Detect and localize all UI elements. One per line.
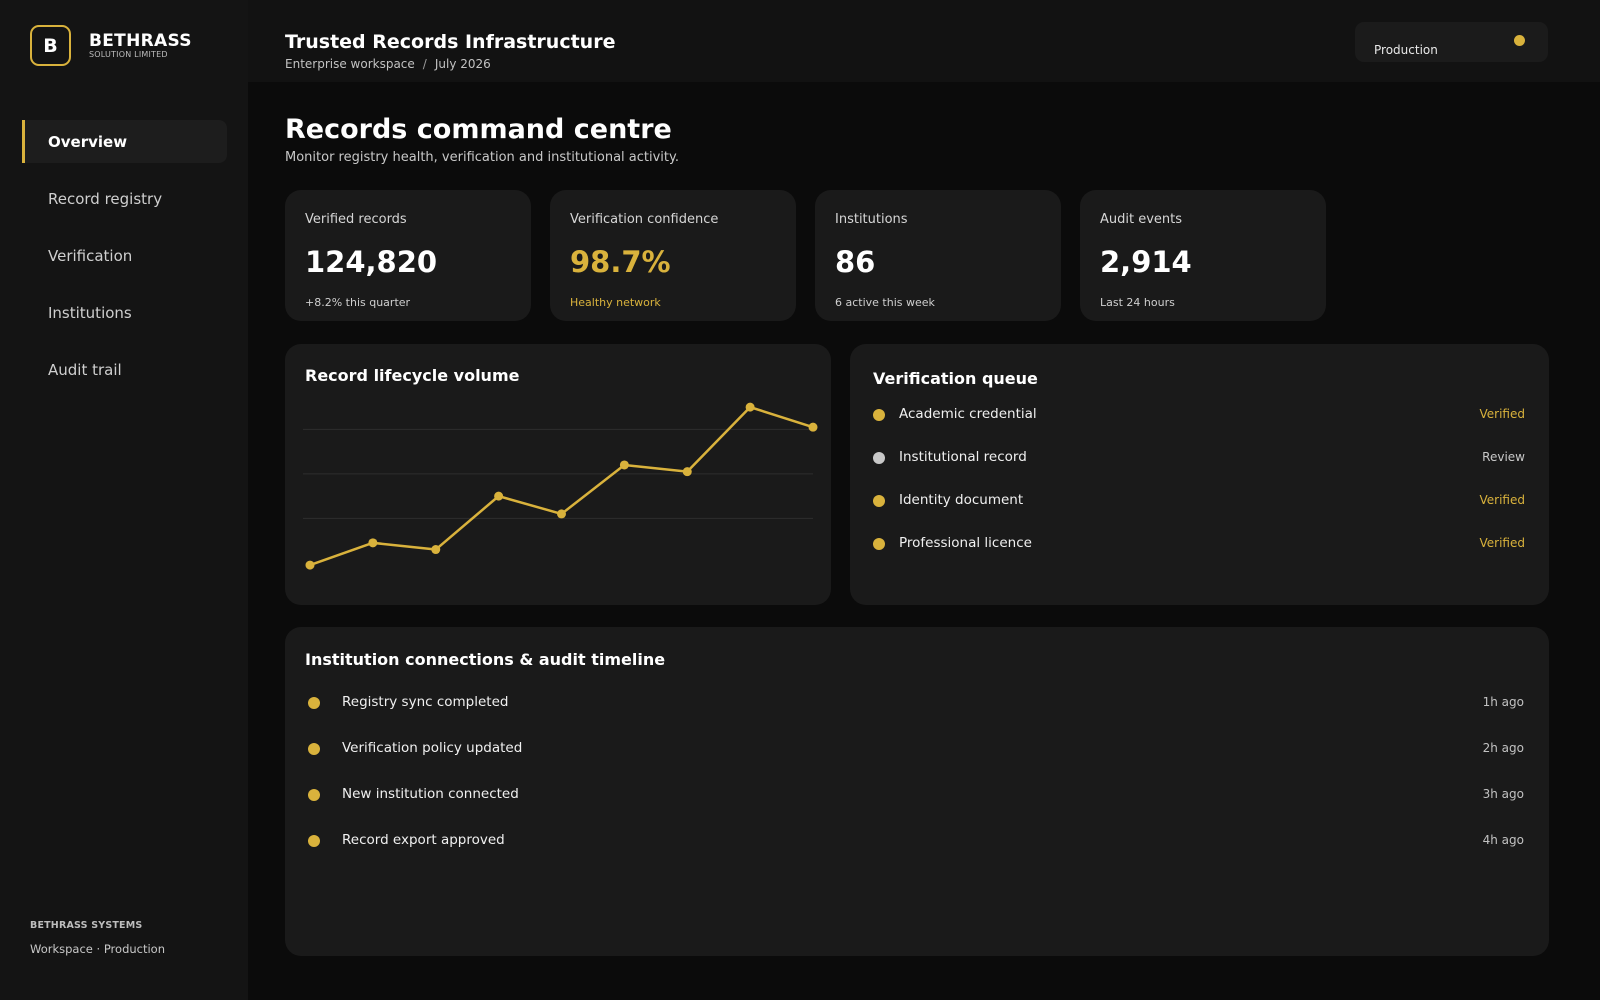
queue-status-dot-icon [873, 495, 885, 507]
page-title: Records command centre [285, 114, 672, 145]
breadcrumb-separator: / [422, 57, 427, 71]
stat-note: Healthy network [570, 296, 661, 309]
lifecycle-line-chart [303, 402, 818, 570]
workspace-label: Workspace · Production [30, 942, 166, 956]
stat-note: Last 24 hours [1100, 296, 1175, 309]
top-header: Trusted Records Infrastructure Enterpris… [248, 0, 1600, 82]
sidebar-footer: BETHRASS SYSTEMS Workspace · Production [30, 920, 165, 956]
stat-card-verified-records[interactable]: Verified records 124,820 +8.2% this quar… [285, 190, 531, 321]
sidebar-item-label: Audit trail [48, 360, 122, 379]
stat-value: 124,820 [305, 245, 438, 279]
timeline-event: Registry sync completed [342, 694, 509, 710]
stat-label: Verification confidence [570, 212, 719, 227]
timeline-event: Record export approved [342, 832, 505, 848]
sidebar-item-label: Overview [48, 132, 128, 151]
stat-value: 98.7% [570, 245, 671, 279]
environment-selector[interactable]: Production [1355, 22, 1548, 62]
stat-card-audit-events[interactable]: Audit events 2,914 Last 24 hours [1080, 190, 1326, 321]
stat-label: Verified records [305, 212, 407, 227]
queue-item-name: Professional licence [899, 535, 1032, 551]
chart-point[interactable] [745, 402, 755, 412]
verification-queue-card: Verification queue Academic credential V… [850, 344, 1549, 605]
sidebar-item-overview[interactable]: Overview [22, 120, 227, 163]
timeline-item[interactable]: Record export approved 4h ago [308, 831, 1524, 851]
stat-card-institutions[interactable]: Institutions 86 6 active this week [815, 190, 1061, 321]
brand-name: BETHRASS [89, 30, 192, 51]
timeline-dot-icon [308, 697, 320, 709]
queue-item-name: Academic credential [899, 406, 1037, 422]
queue-item-status: Verified [1479, 536, 1526, 550]
queue-status-dot-icon [873, 409, 885, 421]
stat-value: 86 [835, 245, 876, 279]
audit-timeline-card: Institution connections & audit timeline… [285, 627, 1549, 956]
page-subtitle: Monitor registry health, verification an… [285, 150, 679, 165]
breadcrumb-period[interactable]: July 2026 [434, 57, 491, 71]
queue-status-dot-icon [873, 538, 885, 550]
sidebar-item-label: Verification [48, 246, 133, 265]
queue-title: Verification queue [873, 369, 1038, 388]
chart-point[interactable] [619, 460, 629, 470]
queue-item[interactable]: Institutional record Review [873, 448, 1525, 468]
timeline-time: 1h ago [1482, 695, 1524, 709]
chart-point[interactable] [494, 491, 504, 501]
sidebar: B BETHRASS SOLUTION LIMITED Overview Rec… [0, 0, 248, 1000]
environment-label: Production [1374, 43, 1438, 57]
stat-label: Audit events [1100, 212, 1183, 227]
chart-point[interactable] [305, 560, 315, 570]
status-dot-icon [1514, 35, 1525, 46]
stat-note: +8.2% this quarter [305, 296, 411, 309]
chart-series-line [309, 405, 814, 567]
timeline-item[interactable]: New institution connected 3h ago [308, 785, 1524, 805]
app-title: Trusted Records Infrastructure [285, 31, 616, 53]
stat-value: 2,914 [1100, 245, 1192, 279]
sidebar-item-label: Record registry [48, 189, 163, 208]
breadcrumb: Enterprise workspace / July 2026 [285, 57, 491, 71]
sidebar-item-label: Institutions [48, 303, 132, 322]
timeline-dot-icon [308, 743, 320, 755]
timeline-item[interactable]: Verification policy updated 2h ago [308, 739, 1524, 759]
timeline-time: 2h ago [1482, 741, 1524, 755]
chart-point[interactable] [557, 509, 566, 519]
breadcrumb-workspace[interactable]: Enterprise workspace [285, 57, 415, 71]
queue-item-status: Verified [1479, 493, 1526, 507]
sidebar-item-institutions[interactable]: Institutions [22, 291, 227, 334]
chart-point[interactable] [368, 538, 378, 548]
timeline-time: 4h ago [1482, 833, 1524, 847]
timeline-dot-icon [308, 789, 320, 801]
queue-item-status: Review [1482, 450, 1525, 464]
timeline-dot-icon [308, 835, 320, 847]
queue-status-dot-icon [873, 452, 885, 464]
timeline-event: New institution connected [342, 786, 519, 802]
queue-item-name: Identity document [899, 492, 1024, 508]
brand-subtitle: SOLUTION LIMITED [89, 49, 168, 59]
queue-item-status: Verified [1479, 407, 1526, 421]
chart-point[interactable] [431, 545, 441, 555]
sidebar-item-record-registry[interactable]: Record registry [22, 177, 227, 220]
chart-point[interactable] [682, 467, 692, 477]
system-name: BETHRASS SYSTEMS [30, 920, 143, 931]
queue-item[interactable]: Identity document Verified [873, 491, 1525, 511]
sidebar-item-audit-trail[interactable]: Audit trail [22, 348, 227, 391]
timeline-item[interactable]: Registry sync completed 1h ago [308, 693, 1524, 713]
stat-card-verification-confidence[interactable]: Verification confidence 98.7% Healthy ne… [550, 190, 796, 321]
sidebar-nav: Overview Record registry Verification In… [22, 120, 227, 405]
queue-item-name: Institutional record [899, 449, 1027, 465]
brand[interactable]: B BETHRASS SOLUTION LIMITED [30, 25, 192, 66]
stat-note: 6 active this week [835, 296, 935, 309]
chart-title: Record lifecycle volume [305, 366, 520, 385]
chart-point[interactable] [808, 422, 818, 432]
stat-label: Institutions [835, 212, 908, 227]
timeline-title: Institution connections & audit timeline [305, 650, 666, 669]
lifecycle-chart-card: Record lifecycle volume [285, 344, 831, 605]
queue-item[interactable]: Academic credential Verified [873, 405, 1525, 425]
timeline-event: Verification policy updated [342, 740, 523, 756]
brand-logo: B [30, 25, 71, 66]
sidebar-item-verification[interactable]: Verification [22, 234, 227, 277]
timeline-time: 3h ago [1482, 787, 1524, 801]
queue-item[interactable]: Professional licence Verified [873, 534, 1525, 554]
